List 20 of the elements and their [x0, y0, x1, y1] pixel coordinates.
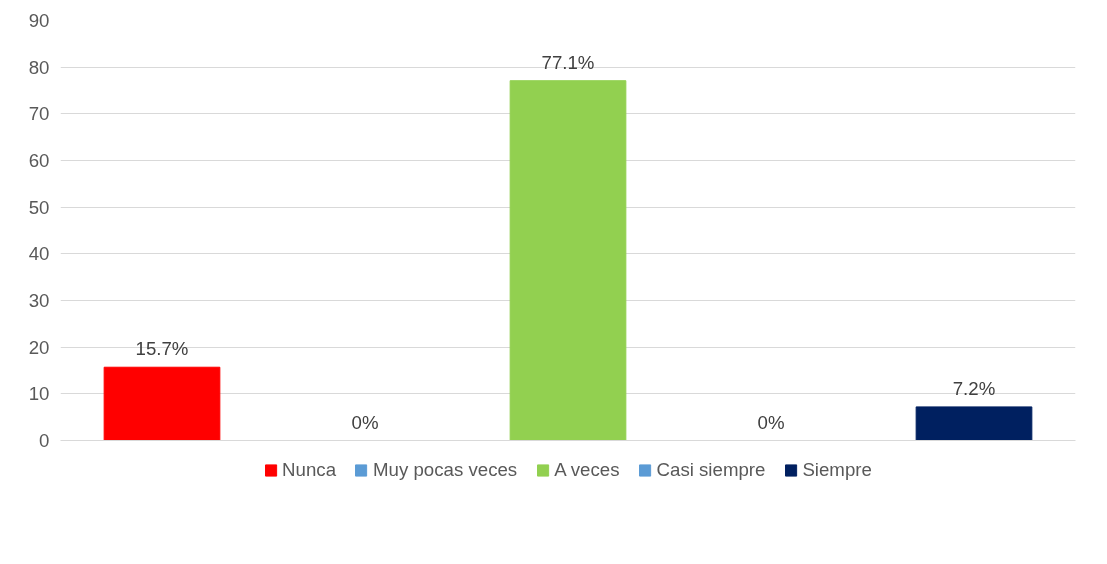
y-tick-label: 20 [28, 336, 50, 358]
legend-label: Siempre [802, 459, 872, 481]
y-tick-label: 90 [28, 10, 50, 31]
y-tick-label: 50 [28, 196, 50, 218]
y-tick-label: 30 [28, 290, 50, 311]
data-label: 7.2% [952, 377, 996, 399]
y-tick-label: 0 [39, 430, 50, 451]
data-label: 0% [351, 411, 379, 433]
y-tick-label: 80 [28, 56, 50, 78]
data-label: 15.7% [135, 338, 189, 360]
legend-label: Casi siempre [656, 459, 766, 481]
y-tick-label: 10 [28, 383, 50, 405]
legend-label: Nunca [282, 459, 337, 481]
data-label: 77.1% [541, 51, 595, 73]
data-label: 0% [757, 411, 785, 433]
y-tick-label: 70 [28, 103, 50, 125]
y-tick-label: 60 [28, 150, 50, 171]
legend-label: A veces [554, 459, 620, 481]
y-tick-label: 40 [28, 243, 50, 265]
legend-label: Muy pocas veces [373, 459, 518, 481]
